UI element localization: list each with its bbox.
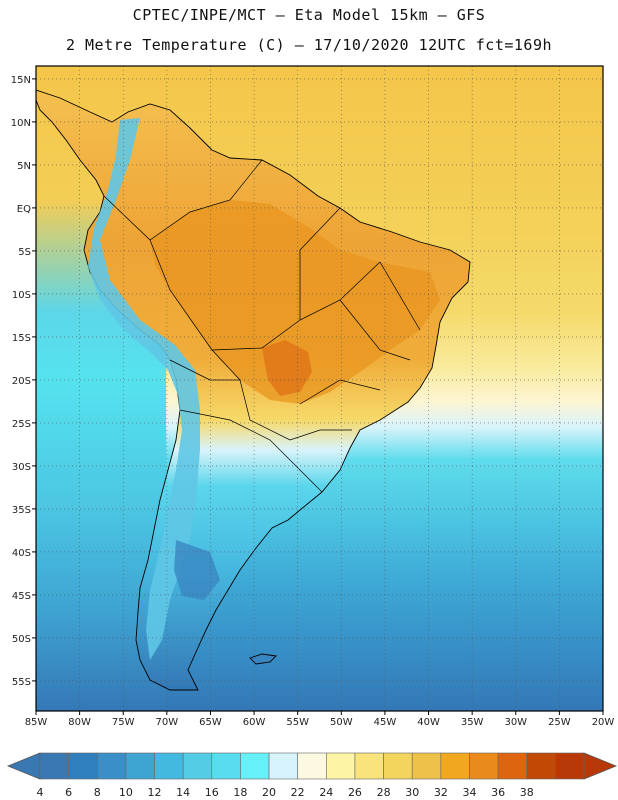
colorbar-swatch — [125, 752, 155, 780]
latitude-label: 55S — [12, 677, 31, 688]
longitude-label: 60W — [243, 717, 266, 728]
colorbar-tick-label: 36 — [491, 786, 505, 799]
colorbar-swatch — [411, 752, 442, 780]
latitude-label: 35S — [12, 505, 31, 516]
colorbar-tick-label: 20 — [262, 786, 276, 799]
latitude-label: EQ — [17, 204, 31, 215]
longitude-label: 70W — [156, 717, 179, 728]
longitude-label: 75W — [112, 717, 135, 728]
colorbar-tick-label: 38 — [520, 786, 534, 799]
colorbar-swatch — [469, 752, 499, 780]
colorbar-tick-label: 24 — [319, 786, 333, 799]
map-title-line-1: CPTEC/INPE/MCT – Eta Model 15km – GFS — [132, 6, 486, 24]
latitude-label: 40S — [12, 548, 31, 559]
colorbar-swatch — [354, 752, 384, 780]
longitude-label: 20W — [592, 717, 615, 728]
latitude-label: 50S — [12, 634, 31, 645]
hottest-core-zone — [262, 340, 312, 396]
colorbar-tick-labels: 4 6 8 10 12 14 16 18 20 22 24 26 28 30 32 34 36 38 — [37, 786, 534, 799]
latitude-label: 10S — [12, 290, 31, 301]
colorbar-swatch — [297, 752, 327, 780]
colorbar-tick-label: 8 — [94, 786, 101, 799]
map-title-line-2: 2 Metre Temperature (C) – 17/10/2020 12U… — [65, 36, 553, 54]
falkland-islands — [249, 653, 277, 665]
colorbar-tick-label: 12 — [148, 786, 162, 799]
longitude-label: 55W — [286, 717, 309, 728]
colorbar-tick-label: 10 — [119, 786, 133, 799]
colorbar-tick-label: 28 — [377, 786, 391, 799]
latitude-label: 15S — [12, 333, 31, 344]
longitude-label: 30W — [504, 717, 527, 728]
colorbar-left-arrow — [6, 752, 41, 780]
latitude-label: 20S — [12, 376, 31, 387]
colorbar-tick-label: 22 — [291, 786, 305, 799]
colorbar-tick-label: 30 — [405, 786, 419, 799]
latitude-label: 5S — [18, 247, 31, 258]
colorbar-tick-label: 6 — [65, 786, 72, 799]
colorbar-swatch — [96, 752, 127, 780]
graticule — [36, 66, 603, 711]
longitude-label: 65W — [199, 717, 222, 728]
colorbar-tick-label: 32 — [434, 786, 448, 799]
map-field — [36, 66, 603, 711]
latitude-label: 15N — [11, 75, 31, 86]
colorbar-tick-label: 26 — [348, 786, 362, 799]
colorbar-tick-label: 18 — [233, 786, 247, 799]
colorbar — [6, 752, 618, 780]
colorbar-swatch — [211, 752, 241, 780]
country-borders — [103, 159, 421, 493]
latitude-label: 25S — [12, 419, 31, 430]
colorbar-swatch — [440, 752, 470, 780]
colorbar-swatch — [497, 752, 528, 780]
map-frame — [35, 65, 604, 712]
colorbar-tick-label: 34 — [462, 786, 476, 799]
longitude-label: 45W — [374, 717, 397, 728]
longitude-label: 40W — [417, 717, 440, 728]
latitude-labels: 15N 10N 5N EQ 5S 10S 15S 20S 25S 30S 35S 40S 45S 50S 5… — [11, 75, 36, 688]
colorbar-swatch — [39, 752, 69, 780]
colorbar-right-arrow — [583, 752, 618, 780]
longitude-label: 80W — [68, 717, 91, 728]
colorbar-swatch — [555, 752, 585, 780]
hot-interior-zone — [150, 200, 440, 404]
andes-cold-band — [88, 118, 200, 660]
colorbar-swatch — [240, 752, 270, 780]
southern-andes-cold-core — [174, 540, 220, 600]
latitude-label: 5N — [17, 161, 31, 172]
colorbar-swatch — [326, 752, 356, 780]
colorbar-tick-label: 4 — [37, 786, 44, 799]
colorbar-swatch — [268, 752, 298, 780]
longitude-label: 25W — [548, 717, 571, 728]
longitude-label: 85W — [25, 717, 48, 728]
colorbar-swatch — [154, 752, 184, 780]
longitude-label: 50W — [330, 717, 353, 728]
colorbar-swatch — [526, 752, 556, 780]
latitude-label: 45S — [12, 591, 31, 602]
colorbar-swatch — [383, 752, 413, 780]
colorbar-tick-label: 16 — [205, 786, 219, 799]
colorbar-swatch — [182, 752, 213, 780]
longitude-labels: 85W 80W 75W 70W 65W 60W 55W 50W 45W 40W 35W 30W 25W 2… — [25, 711, 615, 728]
latitude-label: 30S — [12, 462, 31, 473]
longitude-label: 35W — [461, 717, 484, 728]
latitude-label: 10N — [11, 118, 31, 129]
colorbar-swatch — [68, 752, 98, 780]
colorbar-tick-label: 14 — [176, 786, 190, 799]
